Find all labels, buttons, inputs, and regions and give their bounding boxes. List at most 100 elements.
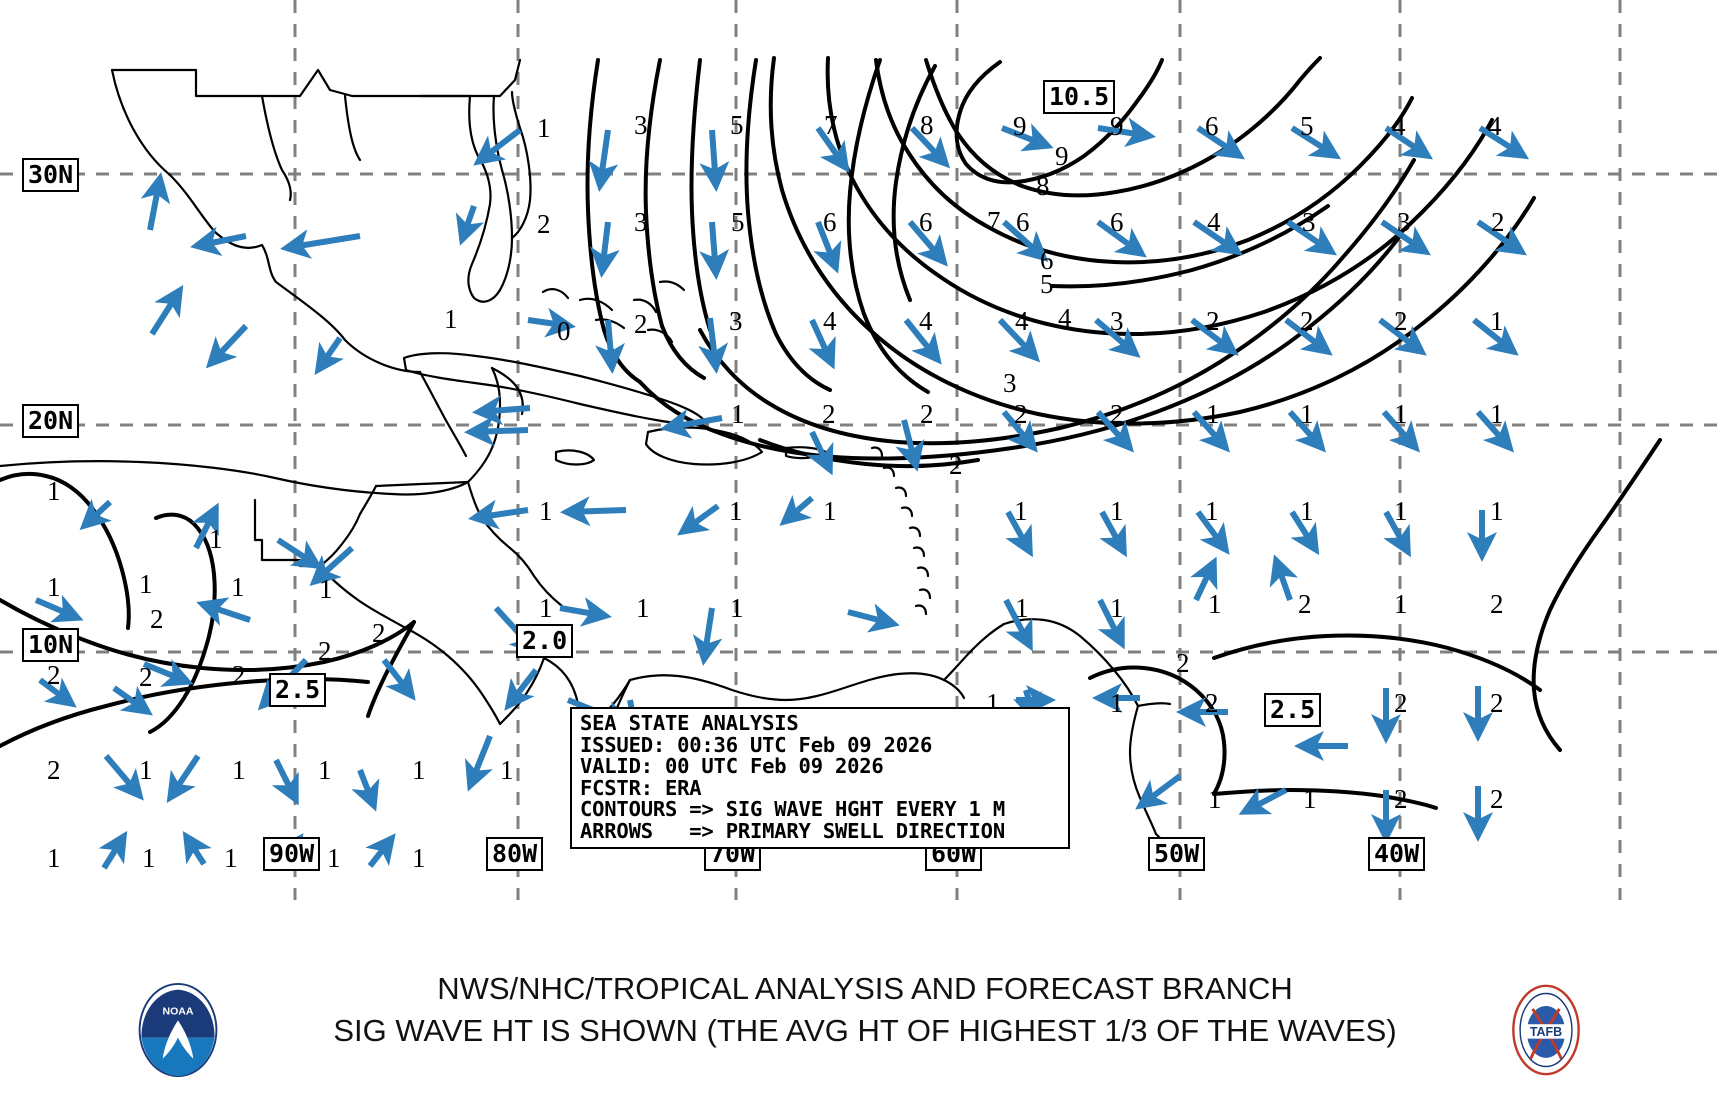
contour-value-label: 2 bbox=[150, 604, 164, 634]
contour-value-label: 1 bbox=[1394, 399, 1408, 429]
contour-value-label: 9 bbox=[1013, 111, 1027, 141]
contour-value-label: 6 bbox=[1110, 207, 1124, 237]
contour-value-label: 2 bbox=[634, 309, 648, 339]
footer-line-1: NWS/NHC/TROPICAL ANALYSIS AND FORECAST B… bbox=[437, 971, 1293, 1006]
min-wave-height-label-epac: 2.5 bbox=[269, 673, 327, 707]
contour-value-label: 2 bbox=[1491, 207, 1505, 237]
contour-value-label: 1 bbox=[47, 476, 61, 506]
lon-label-40w: 40W bbox=[1368, 837, 1426, 871]
contour-value-label: 2 bbox=[232, 660, 246, 690]
contour-value-label: 1 bbox=[1490, 399, 1504, 429]
contour-value-label: 6 bbox=[1016, 207, 1030, 237]
contour-value-label: 4 bbox=[1058, 303, 1072, 333]
contour-value-label: 2 bbox=[822, 399, 836, 429]
contour-value-label: 1 bbox=[636, 593, 650, 623]
contour-value-label: 2 bbox=[1298, 589, 1312, 619]
contour-value-label: 4 bbox=[1488, 111, 1502, 141]
contour-lines bbox=[0, 56, 1662, 810]
contour-value-label: 1 bbox=[1206, 399, 1220, 429]
contour-value-label: 3 bbox=[1110, 306, 1124, 336]
contour-value-label: 2 bbox=[1205, 688, 1219, 718]
map-svg bbox=[0, 0, 1728, 900]
contour-value-label: 4 bbox=[823, 306, 837, 336]
contour-value-label: 8 bbox=[920, 110, 934, 140]
contour-value-label: 7 bbox=[987, 206, 1001, 236]
contour-value-label: 1 bbox=[1490, 496, 1504, 526]
min-wave-height-label-satl: 2.5 bbox=[1264, 693, 1322, 727]
tafb-logo-text: TAFB bbox=[1530, 1025, 1562, 1039]
contour-value-label: 2 bbox=[318, 636, 332, 666]
contour-value-label: 2 bbox=[47, 755, 61, 785]
contour-value-label: 1 bbox=[1208, 784, 1222, 814]
legend-arrows-key: ARROWS => PRIMARY SWELL DIRECTION bbox=[580, 818, 1005, 843]
map-canvas[interactable]: 30N 20N 10N 90W 80W 70W 60W 50W 40W 10.5… bbox=[0, 0, 1728, 960]
contour-value-label: 6 bbox=[823, 207, 837, 237]
contour-value-label: 1 bbox=[1394, 589, 1408, 619]
contour-value-label: 1 bbox=[1110, 496, 1124, 526]
contour-value-label: 1 bbox=[47, 843, 61, 873]
contour-value-label: 2 bbox=[372, 618, 386, 648]
contour-value-label: 5 bbox=[1300, 111, 1314, 141]
contour-value-label: 4 bbox=[1392, 111, 1406, 141]
tafb-logo: TAFB bbox=[1512, 984, 1580, 1076]
legend-contours-key: CONTOURS => SIG WAVE HGHT EVERY 1 M bbox=[580, 797, 1005, 821]
contour-value-label: 5 bbox=[1040, 269, 1054, 299]
contour-value-label: 4 bbox=[1207, 207, 1221, 237]
contour-value-label: 1 bbox=[539, 496, 553, 526]
contour-value-label: 2 bbox=[949, 450, 963, 480]
contour-value-label: 1 bbox=[232, 755, 246, 785]
contour-value-label: 2 bbox=[1490, 589, 1504, 619]
contour-value-label: 2 bbox=[1110, 399, 1124, 429]
lat-label-10n: 10N bbox=[22, 628, 80, 662]
contour-value-label: 3 bbox=[1302, 207, 1316, 237]
contour-value-label: 3 bbox=[1003, 368, 1017, 398]
contour-value-label: 6 bbox=[1205, 111, 1219, 141]
contour-value-label: 2 bbox=[47, 660, 61, 690]
contour-value-label: 1 bbox=[139, 569, 153, 599]
contour-value-label: 1 bbox=[47, 572, 61, 602]
contour-value-label: 1 bbox=[412, 843, 426, 873]
contour-value-label: 1 bbox=[1110, 688, 1124, 718]
contour-value-label: 4 bbox=[1015, 306, 1029, 336]
contour-value-label: 1 bbox=[1300, 496, 1314, 526]
min-wave-height-label-pacific: 2.0 bbox=[516, 624, 574, 658]
contour-value-label: 5 bbox=[731, 207, 745, 237]
lon-label-90w: 90W bbox=[263, 837, 321, 871]
contour-value-label: 1 bbox=[412, 755, 426, 785]
max-wave-height-label: 10.5 bbox=[1043, 80, 1116, 114]
contour-value-label: 1 bbox=[729, 496, 743, 526]
contour-value-label: 1 bbox=[1303, 784, 1317, 814]
contour-value-label: 9 bbox=[1110, 111, 1124, 141]
contour-value-label: 1 bbox=[731, 399, 745, 429]
contour-value-label: 1 bbox=[730, 593, 744, 623]
contour-value-label: 1 bbox=[1394, 496, 1408, 526]
contour-value-label: 1 bbox=[224, 843, 238, 873]
contour-value-label: 1 bbox=[209, 524, 223, 554]
contour-value-label: 7 bbox=[824, 110, 838, 140]
contour-value-label: 2 bbox=[1206, 306, 1220, 336]
contour-value-label: 3 bbox=[634, 207, 648, 237]
contour-value-label: 8 bbox=[1036, 171, 1050, 201]
contour-value-label: 2 bbox=[920, 399, 934, 429]
contour-value-label: 2 bbox=[1490, 784, 1504, 814]
footer-line-2: SIG WAVE HT IS SHOWN (THE AVG HT OF HIGH… bbox=[333, 1013, 1397, 1048]
contour-value-label: 2 bbox=[139, 662, 153, 692]
contour-value-label: 3 bbox=[634, 110, 648, 140]
legend-title: SEA STATE ANALYSIS bbox=[580, 711, 799, 735]
contour-value-label: 1 bbox=[1014, 496, 1028, 526]
contour-value-label: 6 bbox=[919, 207, 933, 237]
contour-value-label: 2 bbox=[1490, 688, 1504, 718]
contour-value-label: 1 bbox=[500, 755, 514, 785]
contour-value-label: 2 bbox=[1176, 648, 1190, 678]
contour-value-label: 1 bbox=[1208, 589, 1222, 619]
contour-value-label: 2 bbox=[1014, 399, 1028, 429]
lat-label-20n: 20N bbox=[22, 404, 80, 438]
legend-issued: ISSUED: 00:36 UTC Feb 09 2026 bbox=[580, 732, 933, 757]
contour-value-label: 9 bbox=[1055, 141, 1069, 171]
contour-value-label: 1 bbox=[823, 496, 837, 526]
contour-value-label: 5 bbox=[730, 110, 744, 140]
swell-direction-arrows bbox=[34, 117, 1530, 870]
contour-value-label: 2 bbox=[1394, 688, 1408, 718]
noaa-logo: NOAA bbox=[138, 982, 218, 1078]
